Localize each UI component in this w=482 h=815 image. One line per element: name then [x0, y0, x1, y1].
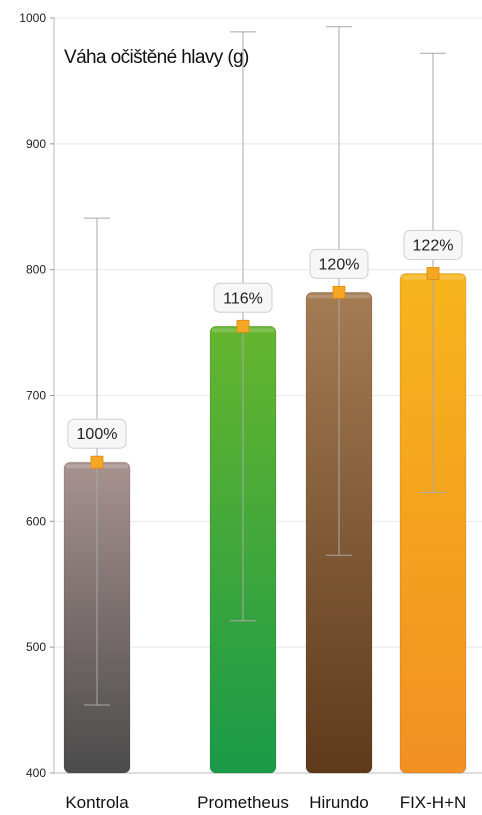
data-label-3: 122%: [413, 237, 454, 254]
x-tick-label-1: Prometheus: [197, 793, 289, 812]
value-marker-0: [90, 455, 104, 469]
y-tick-label-600: 600: [26, 514, 46, 528]
data-label-2: 120%: [319, 256, 360, 273]
data-label-box-1: [213, 282, 273, 313]
value-marker-3: [426, 267, 440, 280]
y-tick-label-1000: 1000: [19, 11, 46, 25]
data-label-box-0: [67, 418, 127, 449]
chart-title: Váha očištěné hlavy (g): [64, 47, 249, 68]
error-layer: [84, 26, 446, 706]
x-tick-label-2: Hirundo: [309, 793, 369, 812]
value-marker-2: [332, 285, 346, 299]
bar-layer: [63, 272, 467, 774]
label-layer: 100% Kontrola 116% Prometheus 120% Hirundo 122…: [65, 229, 467, 812]
y-tick-label-700: 700: [26, 389, 46, 403]
x-tick-label-0: Kontrola: [65, 793, 129, 812]
y-tick-label-800: 800: [26, 263, 46, 277]
data-label-box-2: [309, 248, 369, 279]
data-label-0: 100%: [77, 426, 118, 443]
y-tick-label-900: 900: [26, 137, 46, 151]
y-tick-label-400: 400: [26, 766, 46, 780]
value-marker-1: [236, 319, 250, 333]
axis-layer: 400 500 600 700 800 900 1000: [19, 11, 482, 780]
data-label-1: 116%: [223, 290, 263, 307]
data-label-box-3: [403, 229, 463, 260]
x-tick-label-3: FIX-H+N: [400, 793, 467, 812]
y-tick-label-500: 500: [26, 640, 46, 654]
